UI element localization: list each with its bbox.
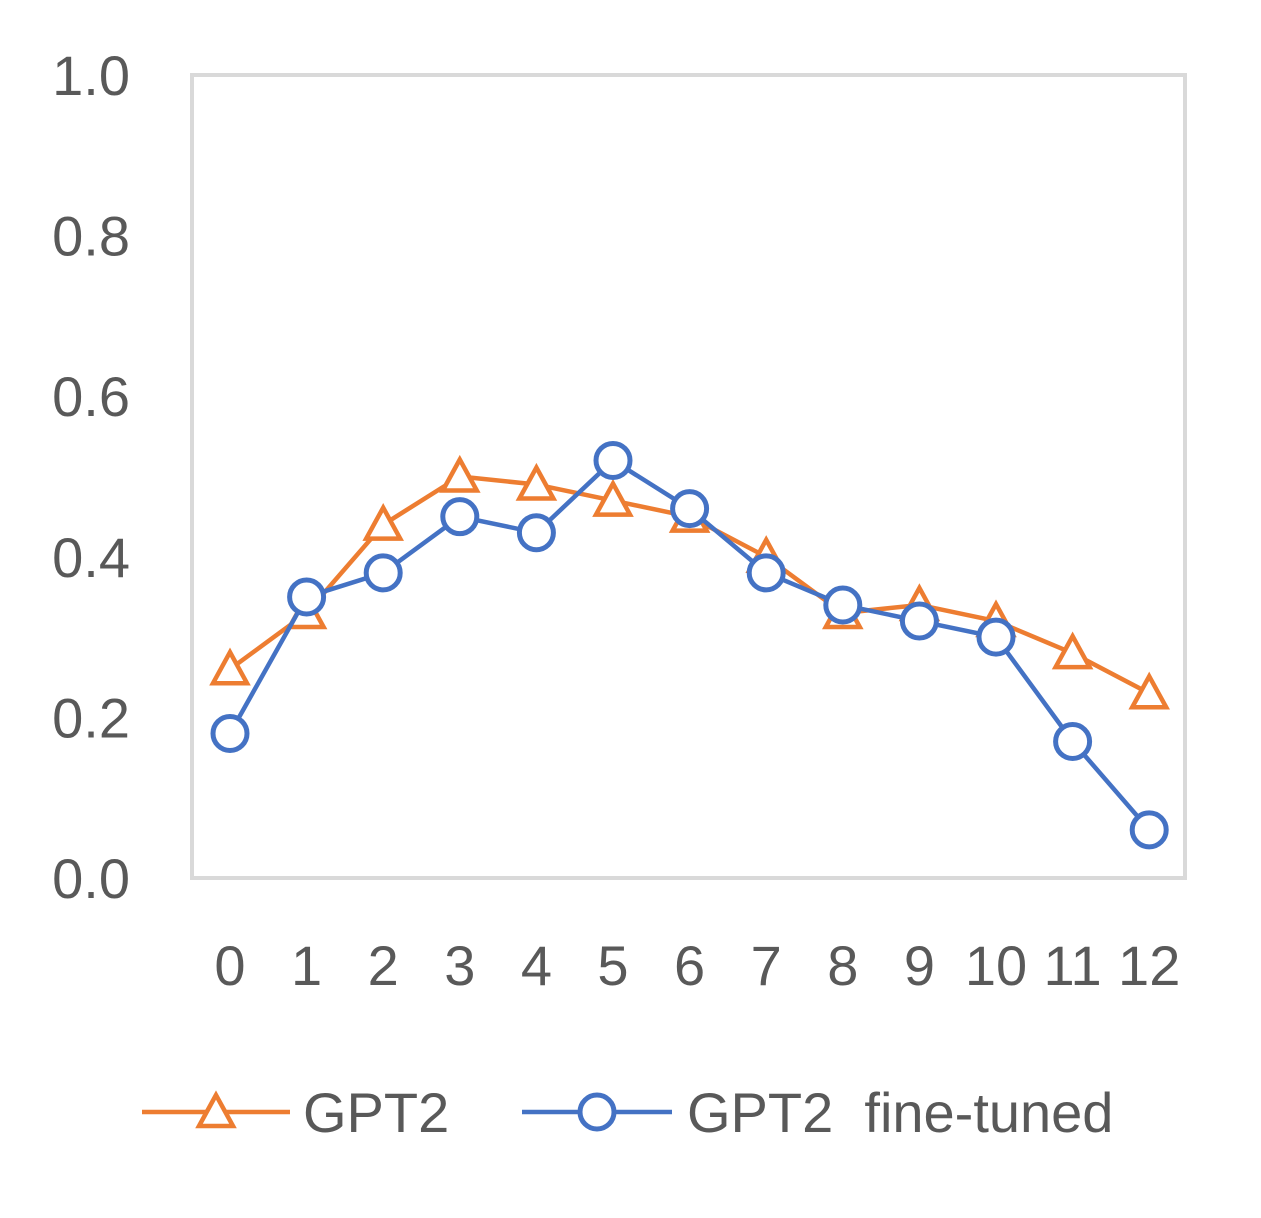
circle-marker <box>1129 810 1169 850</box>
triangle-marker <box>1051 631 1094 670</box>
circle-marker <box>976 617 1016 657</box>
x-tick-label: 7 <box>751 934 782 997</box>
legend-label: GPT2 <box>303 1081 449 1144</box>
circle-marker <box>823 585 863 625</box>
y-tick-label: 0.8 <box>52 205 130 268</box>
legend-item: GPT2 fine-tuned <box>522 1081 1113 1144</box>
y-tick-label: 0.0 <box>52 847 130 910</box>
legend-circle-icon <box>577 1092 617 1132</box>
triangle-marker <box>439 454 481 493</box>
triangle-marker <box>209 647 251 686</box>
circle-marker <box>899 601 939 641</box>
x-tick-label: 10 <box>965 934 1027 997</box>
y-tick-label: 0.2 <box>52 686 130 749</box>
y-tick-label: 0.4 <box>52 526 130 589</box>
x-tick-label: 9 <box>904 934 935 997</box>
x-tick-label: 8 <box>827 934 858 997</box>
legend-label: GPT2 fine-tuned <box>687 1081 1113 1144</box>
y-axis-ticks: 0.0 0.2 0.4 0.6 0.8 1.0 <box>52 44 130 910</box>
legend-item: GPT2 <box>142 1081 449 1144</box>
y-tick-label: 1.0 <box>52 44 130 107</box>
x-tick-label: 5 <box>597 934 628 997</box>
triangle-marker <box>1128 671 1170 710</box>
circle-marker <box>440 497 480 537</box>
triangle-marker <box>362 503 404 541</box>
triangle-marker <box>515 462 558 501</box>
x-tick-label: 12 <box>1118 934 1180 997</box>
x-tick-label: 1 <box>291 934 322 997</box>
series-gpt2-fine-tuned <box>210 440 1169 850</box>
x-tick-label: 2 <box>368 934 399 997</box>
x-tick-label: 3 <box>444 934 475 997</box>
circle-marker <box>746 553 786 593</box>
circle-marker <box>670 489 710 529</box>
x-axis-ticks: 0 1 2 3 4 5 6 7 8 9 10 11 12 <box>214 934 1180 997</box>
circle-marker <box>593 440 633 480</box>
circle-marker <box>363 553 403 593</box>
circle-marker <box>516 513 556 553</box>
circle-marker <box>1053 721 1093 761</box>
legend-triangle-icon <box>195 1090 237 1129</box>
series-layer <box>209 440 1170 850</box>
x-tick-label: 11 <box>1044 934 1102 997</box>
x-tick-label: 0 <box>214 934 245 997</box>
circle-marker <box>287 577 327 617</box>
x-tick-label: 6 <box>674 934 705 997</box>
plot-area <box>190 73 1187 880</box>
y-tick-label: 0.6 <box>52 365 130 428</box>
legend: GPT2 GPT2 fine-tuned <box>142 1081 1113 1144</box>
circle-marker <box>210 713 250 753</box>
triangle-marker <box>592 478 634 517</box>
x-tick-label: 4 <box>521 934 552 997</box>
